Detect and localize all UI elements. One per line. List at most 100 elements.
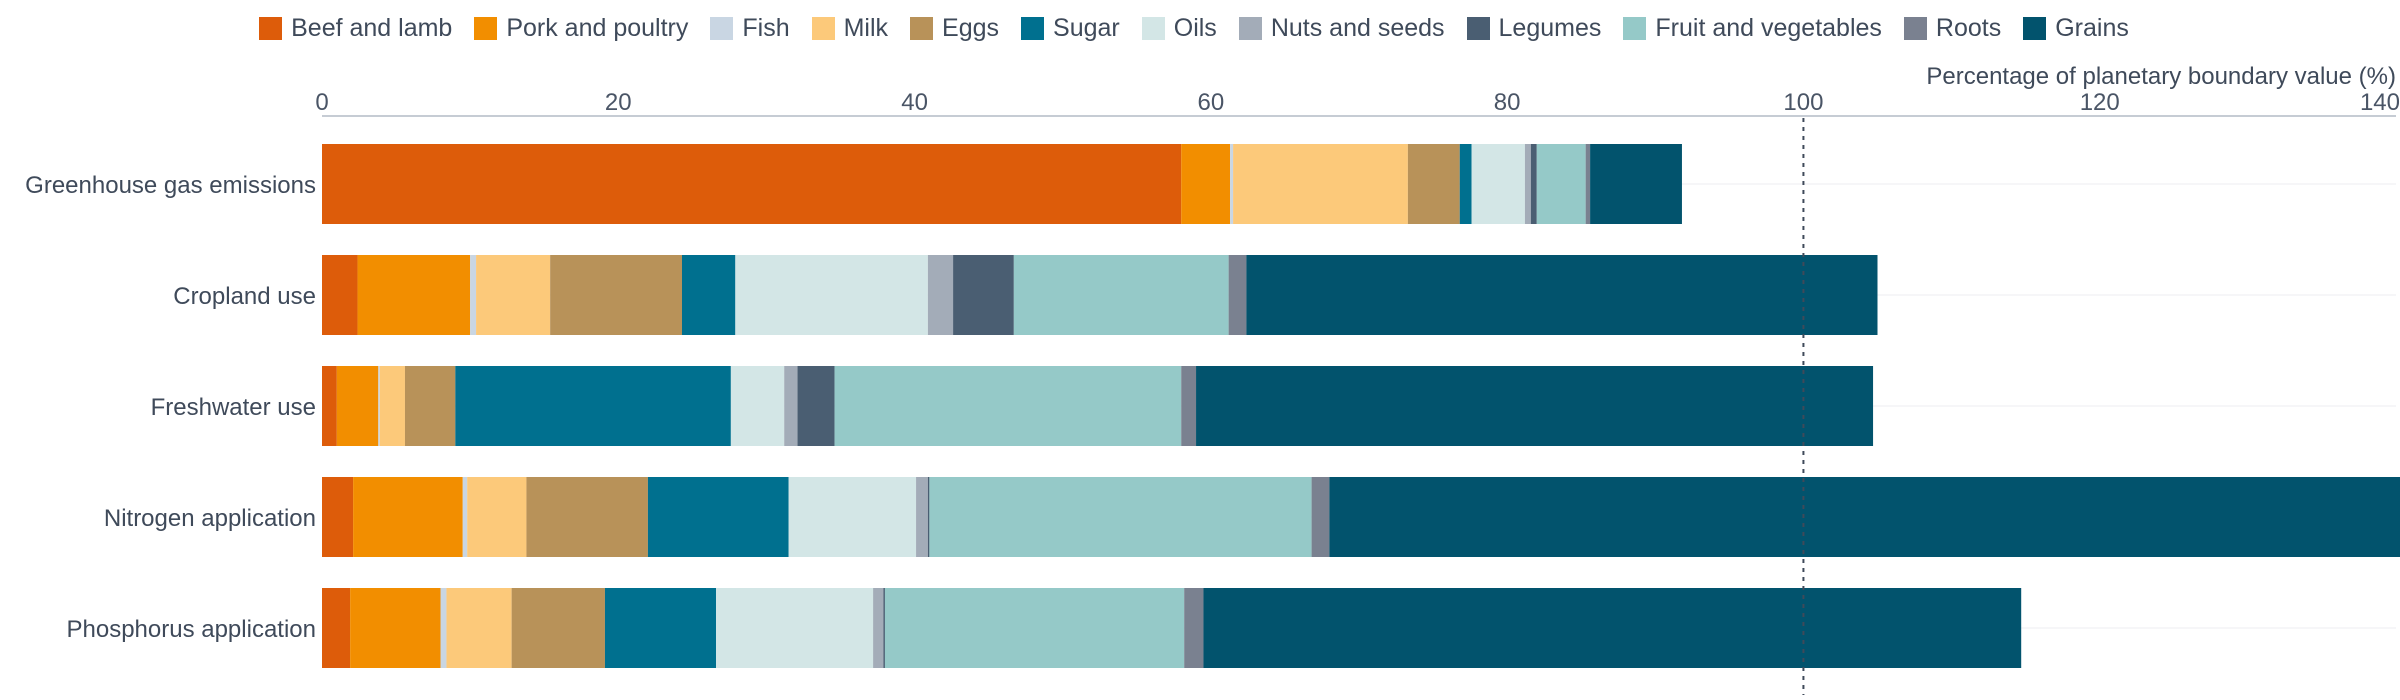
bar-segment-greenhouse-gas-emissions-sugar (1459, 144, 1472, 224)
bar-segment-cropland-use-beef-and-lamb (322, 255, 358, 335)
bar-segment-cropland-use-oils (735, 255, 928, 335)
bar-segment-cropland-use-grains (1246, 255, 1878, 335)
bar-segment-greenhouse-gas-emissions-beef-and-lamb (322, 144, 1182, 224)
bar-segment-greenhouse-gas-emissions-fruit-and-vegetables (1536, 144, 1586, 224)
legend-item-fruit-and-vegetables: Fruit and vegetables (1623, 14, 1882, 43)
bar-segment-nitrogen-application-legumes (927, 477, 930, 557)
bar-segment-freshwater-use-eggs (404, 366, 456, 446)
bar-segment-nitrogen-application-roots (1311, 477, 1330, 557)
x-tick-label: 0 (315, 89, 328, 116)
bar-segment-phosphorus-application-grains (1203, 588, 2022, 668)
bar-segment-nitrogen-application-nuts-and-seeds (916, 477, 928, 557)
bar-segment-nitrogen-application-oils (788, 477, 917, 557)
x-tick-label: 100 (1783, 89, 1823, 116)
bar-segment-cropland-use-sugar (681, 255, 736, 335)
bar-segment-greenhouse-gas-emissions-milk (1233, 144, 1408, 224)
legend-item-milk: Milk (811, 13, 889, 43)
bar-segment-greenhouse-gas-emissions-nuts-and-seeds (1524, 144, 1531, 224)
legend-swatch-fish (710, 16, 734, 40)
bar-segment-cropland-use-roots (1228, 255, 1247, 335)
bar-segment-phosphorus-application-beef-and-lamb (322, 588, 351, 668)
category-label-nitrogen-application: Nitrogen application (104, 505, 316, 532)
x-tick-label: 20 (605, 89, 632, 116)
bar-segment-nitrogen-application-eggs (526, 477, 648, 557)
legend: Beef and lamb Pork and poultry Fish Milk Egg… (0, 6, 2400, 50)
bar-segment-nitrogen-application-sugar (647, 477, 789, 557)
category-label-cropland-use: Cropland use (173, 283, 316, 310)
bar-segment-phosphorus-application-eggs (511, 588, 605, 668)
x-tick-label: 140 (2360, 89, 2400, 116)
legend-swatch-nuts-and-seeds (1238, 16, 1262, 40)
bar-segment-freshwater-use-legumes (797, 366, 835, 446)
legend-label-eggs: Eggs (942, 13, 1000, 42)
bar-segment-greenhouse-gas-emissions-roots (1585, 144, 1591, 224)
bar-segment-freshwater-use-fruit-and-vegetables (834, 366, 1182, 446)
bar-segment-phosphorus-application-sugar (604, 588, 717, 668)
bar-segment-nitrogen-application-beef-and-lamb (322, 477, 354, 557)
bar-segment-freshwater-use-nuts-and-seeds (784, 366, 798, 446)
legend-label-roots: Roots (1935, 13, 2002, 42)
bar-segment-phosphorus-application-oils (716, 588, 874, 668)
legend-swatch-eggs (910, 16, 934, 40)
legend-label-nuts-and-seeds: Nuts and seeds (1270, 13, 1445, 42)
bar-segment-freshwater-use-pork-and-poultry (336, 366, 379, 446)
category-labels: Greenhouse gas emissions Cropland use Fres… (25, 172, 316, 643)
bar-segment-nitrogen-application-fish (462, 477, 468, 557)
bar-segment-phosphorus-application-milk (446, 588, 512, 668)
bar-segment-cropland-use-milk (476, 255, 551, 335)
x-tick-label: 60 (1198, 89, 1225, 116)
legend-item-beef-and-lamb: Beef and lamb (259, 14, 452, 43)
bar-segment-freshwater-use-beef-and-lamb (322, 366, 337, 446)
bar-segment-freshwater-use-roots (1181, 366, 1197, 446)
legend-swatch-grains (2023, 16, 2047, 40)
category-label-greenhouse-gas-emissions: Greenhouse gas emissions (25, 172, 316, 199)
legend-swatch-roots (1903, 16, 1927, 40)
bar-segment-greenhouse-gas-emissions-legumes (1530, 144, 1537, 224)
bar-segment-greenhouse-gas-emissions-eggs (1407, 144, 1460, 224)
bar-segment-greenhouse-gas-emissions-fish (1230, 144, 1234, 224)
legend-item-eggs: Eggs (910, 14, 999, 43)
bar-segment-phosphorus-application-fruit-and-vegetables (884, 588, 1185, 668)
bar-segment-greenhouse-gas-emissions-pork-and-poultry (1181, 144, 1231, 224)
category-label-phosphorus-application: Phosphorus application (66, 616, 316, 643)
legend-item-nuts-and-seeds: Nuts and seeds (1238, 13, 1445, 43)
legend-item-roots: Roots (1903, 13, 2002, 43)
legend-swatch-fruit-and-vegetables (1623, 16, 1647, 40)
legend-item-pork-and-poultry: Pork and poultry (474, 14, 688, 43)
legend-label-beef-and-lamb: Beef and lamb (291, 13, 453, 42)
bar-segment-freshwater-use-milk (379, 366, 405, 446)
legend-swatch-legumes (1466, 16, 1490, 40)
legend-label-fish: Fish (742, 13, 790, 42)
legend-label-grains: Grains (2055, 13, 2129, 42)
bar-segment-cropland-use-fruit-and-vegetables (1013, 255, 1229, 335)
bar-segment-phosphorus-application-roots (1184, 588, 1204, 668)
legend-swatch-oils (1141, 16, 1165, 40)
bar-segment-freshwater-use-grains (1196, 366, 1874, 446)
bar-segment-cropland-use-fish (470, 255, 477, 335)
legend-label-pork-and-poultry: Pork and poultry (506, 13, 689, 42)
legend-item-fish: Fish (710, 13, 790, 43)
bar-segment-cropland-use-pork-and-poultry (357, 255, 471, 335)
bar-segment-phosphorus-application-pork-and-poultry (350, 588, 441, 668)
bar-segment-nitrogen-application-fruit-and-vegetables (929, 477, 1312, 557)
legend-item-sugar: Sugar (1021, 14, 1120, 43)
bar-segment-cropland-use-nuts-and-seeds (927, 255, 954, 335)
x-axis-title: Percentage of planetary boundary value (… (1926, 63, 2396, 90)
legend-swatch-milk (811, 16, 835, 40)
bar-segment-nitrogen-application-milk (467, 477, 527, 557)
bar-segment-cropland-use-eggs (550, 255, 682, 335)
legend-label-fruit-and-vegetables: Fruit and vegetables (1655, 13, 1882, 42)
bar-segment-phosphorus-application-legumes (883, 588, 885, 668)
x-tick-label: 80 (1494, 89, 1521, 116)
legend-swatch-beef-and-lamb (259, 16, 283, 40)
legend-item-grains: Grains (2023, 14, 2129, 43)
legend-label-milk: Milk (843, 13, 889, 42)
legend-label-oils: Oils (1173, 13, 1217, 42)
x-tick-label: 40 (901, 89, 928, 116)
bar-segment-freshwater-use-fish (378, 366, 380, 446)
bar-segment-greenhouse-gas-emissions-grains (1590, 144, 1682, 224)
legend-label-sugar: Sugar (1053, 13, 1120, 42)
x-tick-label: 120 (2080, 89, 2120, 116)
bar-segment-nitrogen-application-grains (1329, 477, 2400, 557)
